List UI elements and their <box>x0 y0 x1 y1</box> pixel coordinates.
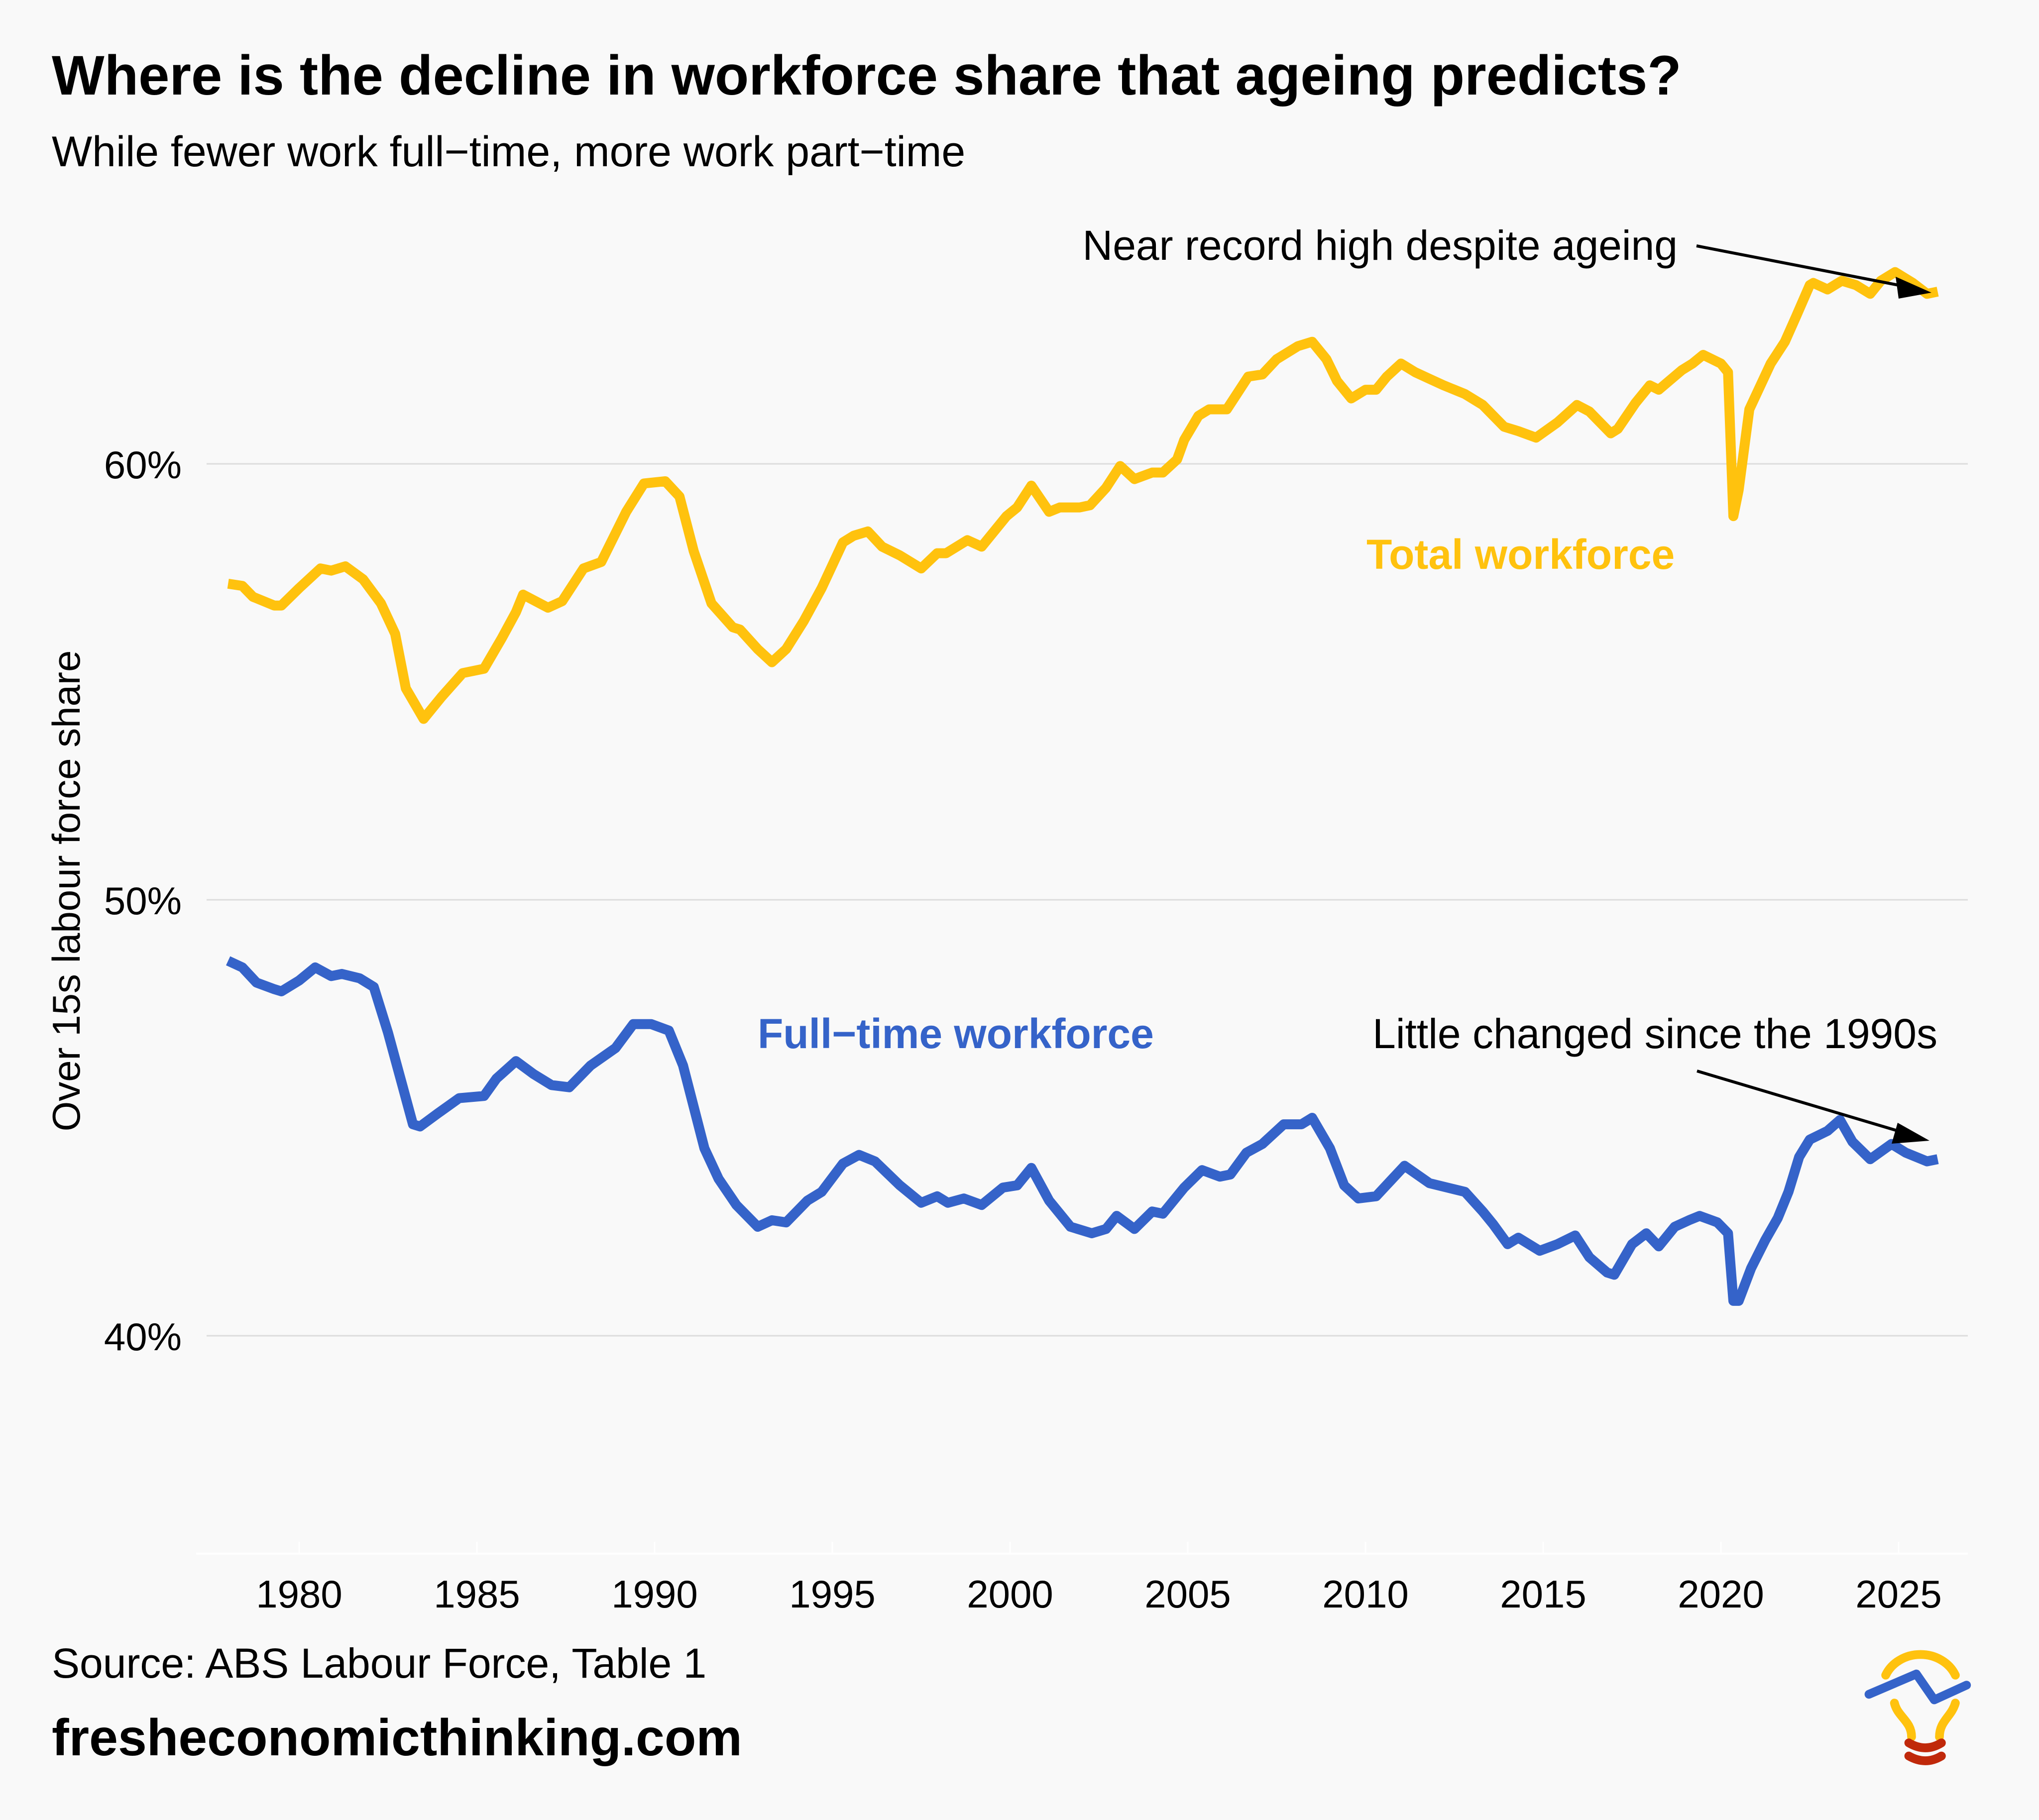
y-tick-label: 40% <box>104 1315 182 1359</box>
x-tick-label: 1980 <box>256 1572 342 1616</box>
series-line-total-workforce <box>227 267 1939 724</box>
chart-title: Where is the decline in workforce share … <box>52 44 1682 107</box>
x-axis: 1980 1985 1990 1995 2000 2005 2010 2015 2020 2025 <box>196 1542 1968 1616</box>
logo-bulb-right-side <box>1935 1699 1960 1741</box>
logo-bulb-top-arc <box>1881 1650 1960 1680</box>
logo-chart-zigzag <box>1864 1669 1971 1705</box>
series-layer <box>226 267 1939 1306</box>
x-tick-label: 1995 <box>789 1572 876 1616</box>
x-tick-label: 2010 <box>1322 1572 1409 1616</box>
x-tick-label: 2005 <box>1144 1572 1231 1616</box>
x-tick-label: 2020 <box>1678 1572 1764 1616</box>
annotation-near-record-high: Near record high despite ageing <box>1083 222 1678 269</box>
grid-layer <box>207 463 1968 1337</box>
x-tick-label: 1985 <box>434 1572 520 1616</box>
lightbulb-chart-logo-icon <box>1864 1650 1971 1765</box>
series-label-full-time-workforce: Full−time workforce <box>758 1010 1154 1057</box>
x-tick-label: 2015 <box>1500 1572 1586 1616</box>
logo-bulb-left-side <box>1890 1699 1916 1741</box>
y-tick-label: 50% <box>104 879 182 923</box>
site-url[interactable]: fresheconomicthinking.com <box>52 1709 742 1767</box>
y-tick-label: 60% <box>104 443 182 487</box>
annotation-layer: Near record high despite ageing Little c… <box>1083 222 1937 1144</box>
annotation-arrowhead-fulltime <box>1892 1123 1929 1144</box>
annotation-arrow-total <box>1696 244 1917 290</box>
annotation-little-changed: Little changed since the 1990s <box>1372 1010 1937 1057</box>
series-line-full-time-workforce <box>226 956 1939 1306</box>
source-note: Source: ABS Labour Force, Table 1 <box>52 1640 707 1687</box>
annotation-arrowhead-total <box>1896 277 1931 299</box>
logo-base-line-2 <box>1904 1751 1946 1765</box>
x-tick-label: 1990 <box>611 1572 698 1616</box>
series-label-total-workforce: Total workforce <box>1366 531 1675 578</box>
x-tick-label: 2000 <box>967 1572 1053 1616</box>
x-tick-label: 2025 <box>1855 1572 1942 1616</box>
y-axis: 40% 50% 60% <box>104 443 182 1359</box>
chart-subtitle: While fewer work full−time, more work pa… <box>52 128 966 176</box>
annotation-arrow-fulltime <box>1697 1070 1915 1137</box>
logo-base-line-1 <box>1904 1738 1946 1752</box>
y-axis-label: Over 15s labour force share <box>44 650 88 1132</box>
